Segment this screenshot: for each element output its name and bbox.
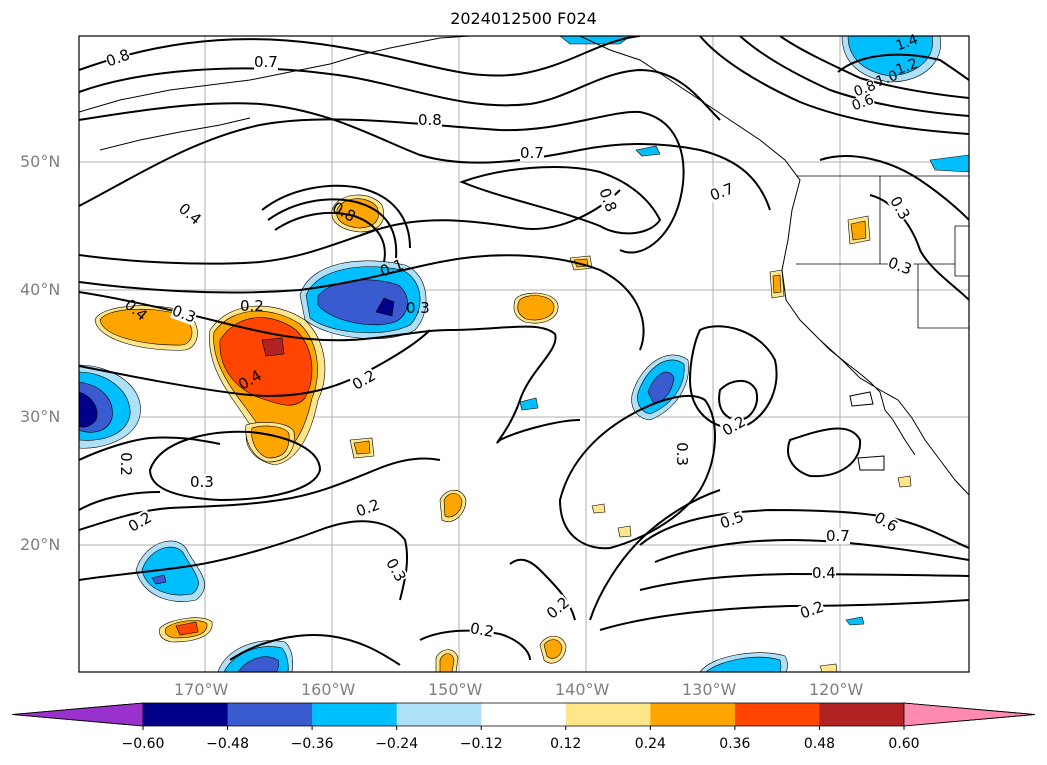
- gridlines: [79, 36, 969, 672]
- colorbar-extend-high: [903, 702, 1036, 727]
- colorbar-tick-label: 0.48: [803, 736, 836, 752]
- lon-label-170w: 170°W: [174, 680, 229, 699]
- contour-label: 0.8: [418, 111, 442, 129]
- lat-label-50n: 50°N: [20, 152, 61, 171]
- colorbar-segment: [481, 703, 567, 726]
- colorbar-tick-label: −0.60: [121, 736, 165, 752]
- map-frame: [78, 35, 970, 673]
- lon-label-120w: 120°W: [809, 680, 864, 699]
- state-borders: [796, 175, 969, 329]
- contour-label: 0.3: [406, 299, 430, 317]
- colorbar-segment: [650, 703, 736, 726]
- contour-label: 0.2: [468, 619, 496, 641]
- map-title: 2024012500 F024: [450, 9, 597, 28]
- colorbar-extend-low: [11, 702, 144, 727]
- alaska-coast: [79, 36, 471, 113]
- colorbar-segment: [312, 703, 398, 726]
- lat-label-30n: 30°N: [20, 407, 61, 426]
- coastlines: [79, 36, 969, 496]
- colorbar-segment: [734, 703, 820, 726]
- lon-label-150w: 150°W: [428, 680, 483, 699]
- colorbar-segment: [565, 703, 651, 726]
- lon-label-140w: 140°W: [555, 680, 610, 699]
- lat-label-40n: 40°N: [20, 280, 61, 299]
- colorbar-segment: [227, 703, 313, 726]
- contour-label: 0.4: [812, 564, 836, 582]
- colorbar-segment: [143, 703, 229, 726]
- colorbar-tick-label: 0.12: [550, 736, 582, 752]
- contour-label: 0.3: [672, 442, 691, 466]
- contour-label: 0.7: [520, 144, 544, 162]
- colorbar-segment: [396, 703, 482, 726]
- contour-label: 0.3: [190, 473, 214, 491]
- lat-label-20n: 20°N: [20, 535, 61, 554]
- contour-label: 0.2: [116, 452, 135, 476]
- north-america-coast: [579, 36, 969, 496]
- filled-contours: [79, 36, 969, 672]
- contour-label: 0.7: [254, 53, 278, 71]
- colorbar: [11, 702, 1036, 730]
- colorbar-tick-label: 0.36: [719, 736, 751, 752]
- contour-lines: [79, 36, 969, 666]
- lon-label-130w: 130°W: [682, 680, 737, 699]
- colorbar-tick-label: 0.24: [634, 736, 666, 752]
- colorbar-tick-label: −0.48: [206, 736, 249, 752]
- lon-label-160w: 160°W: [301, 680, 356, 699]
- colorbar-tick-label: −0.36: [290, 736, 334, 752]
- contour-label: 0.2: [240, 297, 264, 315]
- colorbar-tick-label: −0.24: [375, 736, 419, 752]
- colorbar-tick-label: 0.60: [888, 736, 920, 752]
- colorbar-tick-label: −0.12: [459, 736, 503, 752]
- colorbar-segment: [819, 703, 905, 726]
- contour-label: 0.7: [826, 527, 850, 545]
